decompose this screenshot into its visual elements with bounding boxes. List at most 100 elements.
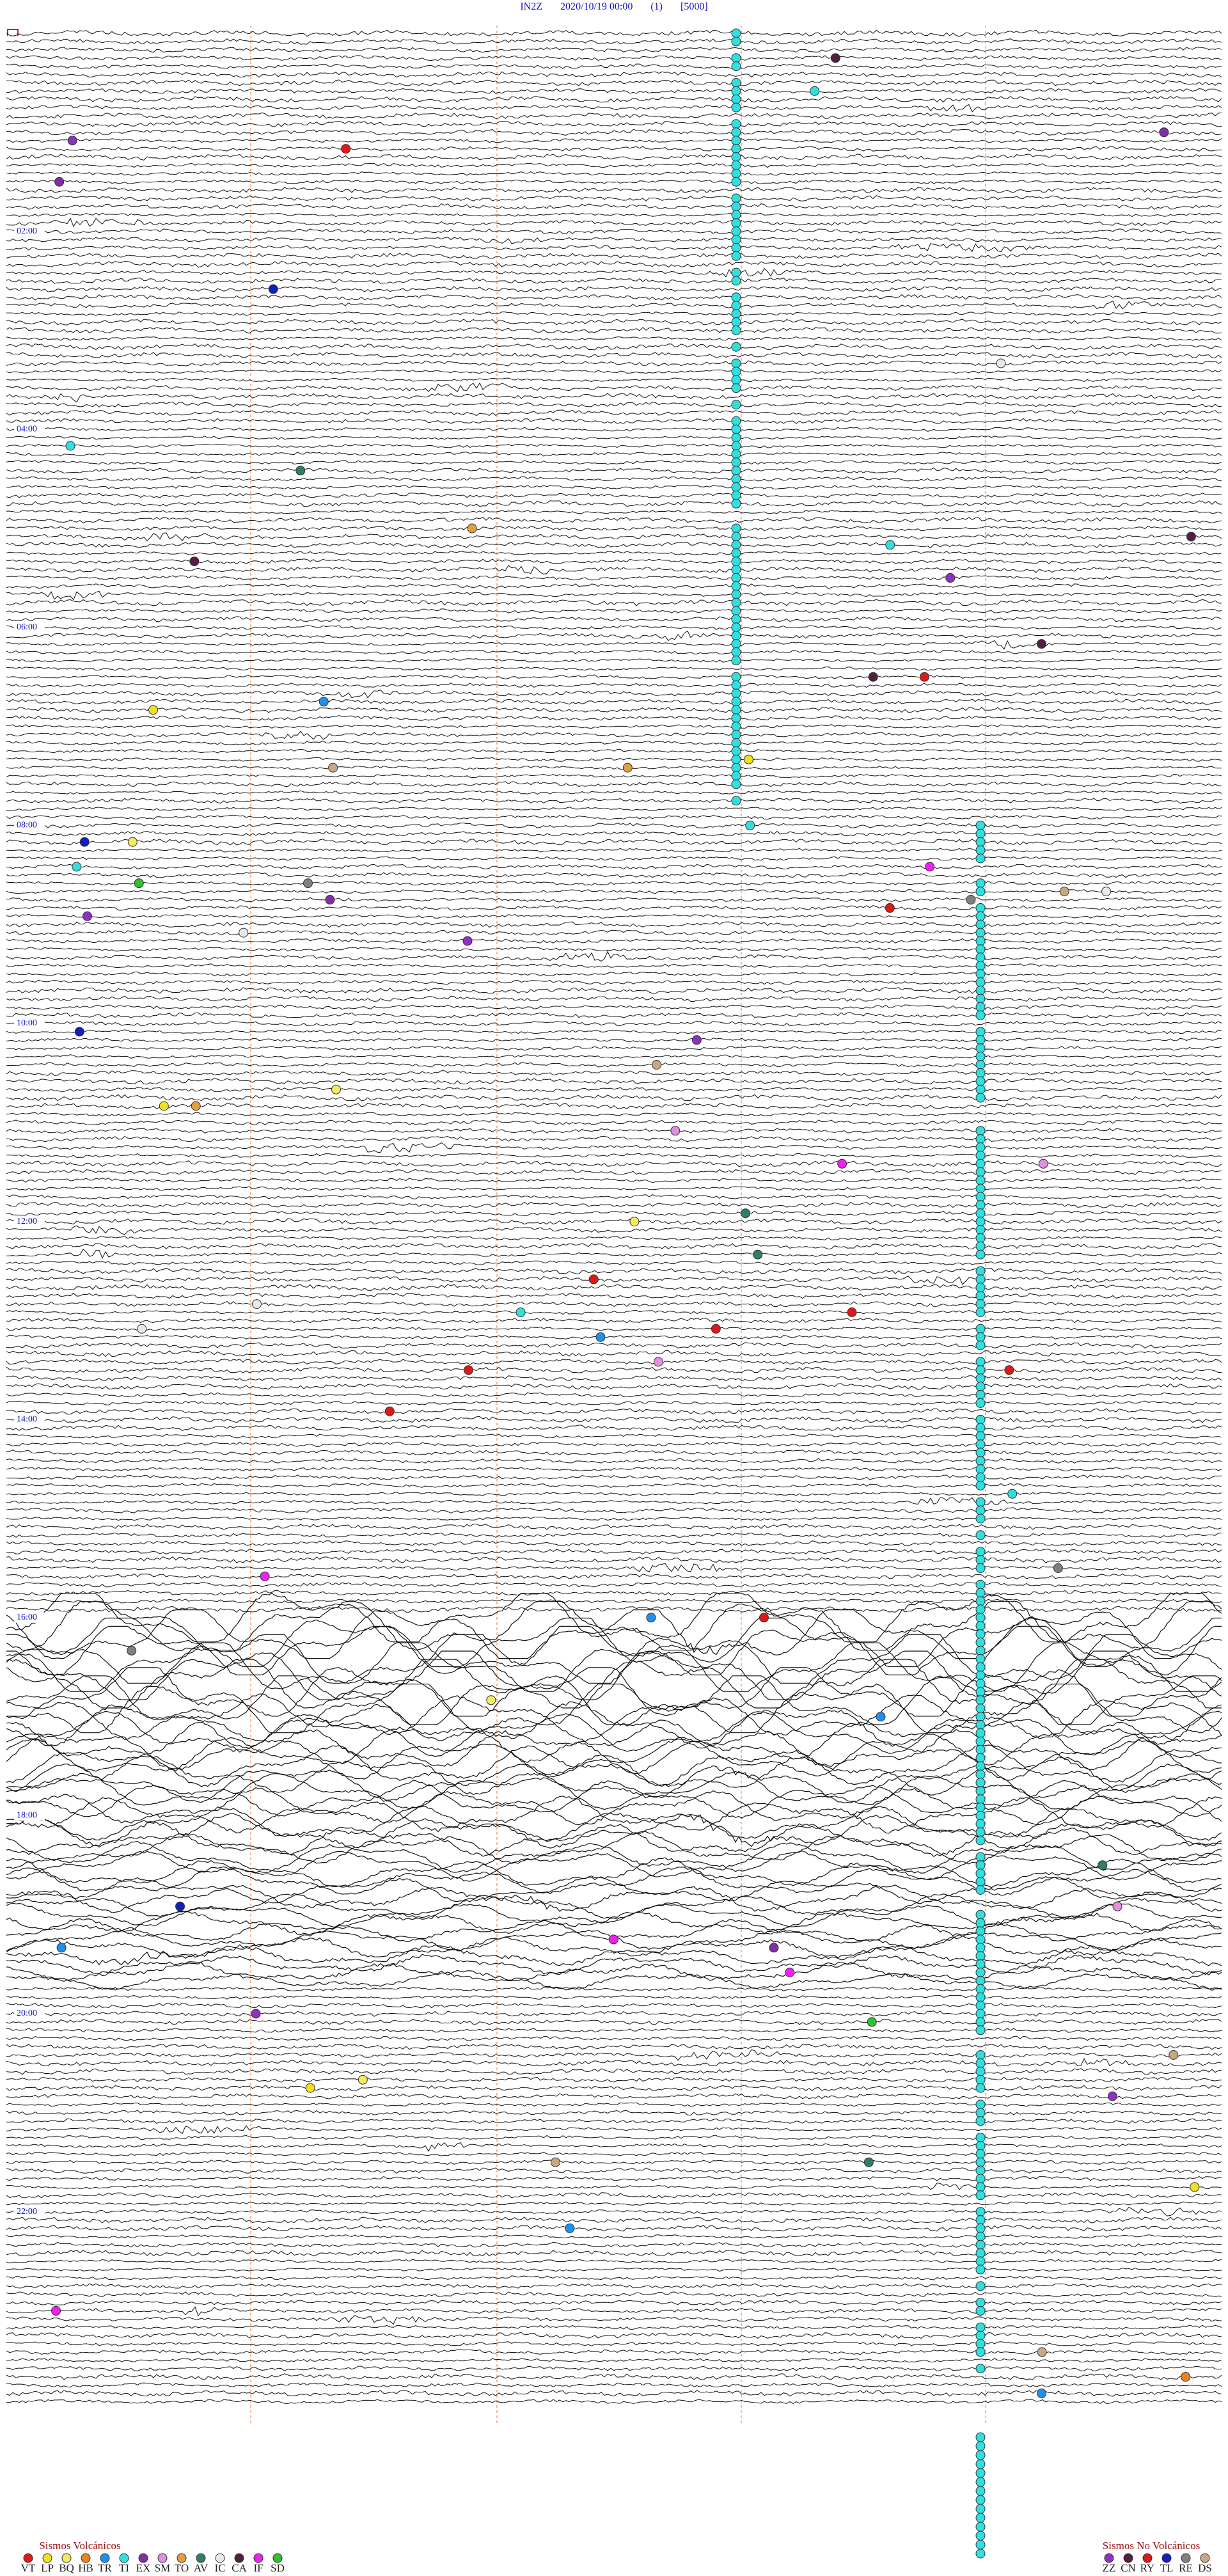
trace <box>6 1267 1222 1275</box>
trace <box>6 1875 1222 1904</box>
event-marker <box>731 754 741 764</box>
trace <box>6 2019 1222 2025</box>
event-marker <box>1007 1489 1018 1499</box>
legend-code: DS <box>1198 2562 1212 2574</box>
trace <box>6 2349 1222 2355</box>
legend-code: IF <box>253 2562 263 2574</box>
event-marker <box>731 94 741 104</box>
event-marker <box>1037 639 1047 649</box>
trace <box>6 1243 1222 1250</box>
trace <box>6 929 1222 936</box>
event-marker <box>1038 1158 1048 1169</box>
event-marker <box>975 2066 986 2076</box>
event-marker <box>975 2207 986 2217</box>
trace <box>6 1318 1222 1324</box>
event-marker <box>975 1654 986 1664</box>
trace <box>6 1771 1222 1811</box>
event-marker <box>731 383 741 393</box>
event-marker <box>975 2432 986 2442</box>
trace <box>6 995 1222 1002</box>
trace <box>6 1112 1222 1117</box>
trace <box>6 2259 1222 2264</box>
event-marker <box>516 1308 526 1317</box>
trace <box>6 1911 1222 1937</box>
event-marker <box>731 589 741 599</box>
trace <box>6 2043 1222 2050</box>
trace <box>6 1659 1222 1709</box>
trace <box>6 1326 1222 1331</box>
header: IN2Z 2020/10/19 00:00 (1) [5000] <box>0 1 1228 13</box>
event-marker <box>975 1869 986 1879</box>
event-marker <box>731 61 741 72</box>
bracket <box>7 29 19 36</box>
trace <box>6 814 1222 820</box>
event-marker <box>239 928 249 938</box>
event-marker <box>975 1150 986 1160</box>
event-marker <box>358 2074 368 2085</box>
event-marker <box>731 565 741 574</box>
trace <box>6 500 1222 507</box>
trace <box>6 1885 1222 1913</box>
event-marker <box>1037 2347 1047 2357</box>
event-marker <box>975 1308 986 1317</box>
event-marker <box>975 2281 986 2291</box>
legend-code: ZZ <box>1103 2562 1116 2574</box>
trace <box>6 237 1222 244</box>
trace <box>6 2216 1222 2224</box>
event-marker <box>975 1687 986 1697</box>
trace <box>6 327 1222 334</box>
event-marker <box>295 466 306 476</box>
time-label: 20:00 <box>17 2009 37 2018</box>
event-marker <box>731 498 741 509</box>
trace <box>6 1186 1222 1191</box>
trace <box>6 138 1222 143</box>
event-marker <box>652 1060 662 1070</box>
trace <box>6 319 1222 326</box>
event-marker <box>975 2157 986 2167</box>
event-marker <box>731 557 741 567</box>
trace <box>6 551 1222 556</box>
event-marker <box>1059 887 1069 897</box>
event-marker <box>588 1274 599 1284</box>
event-marker <box>975 1464 986 1474</box>
trace <box>6 590 1222 601</box>
trace <box>6 1831 1222 1865</box>
trace <box>6 856 1222 861</box>
legend-code: BQ <box>59 2562 74 2574</box>
trace <box>6 260 1222 268</box>
trace <box>6 2183 1222 2190</box>
trace <box>6 666 1222 671</box>
event-marker <box>975 2025 986 2035</box>
event-marker <box>975 1645 986 1655</box>
trace <box>6 278 1222 284</box>
event-marker <box>975 2174 986 2184</box>
event-marker <box>975 2182 986 2192</box>
event-marker <box>975 1769 986 1780</box>
event-marker <box>975 2058 986 2068</box>
trace <box>6 1483 1222 1489</box>
event-marker <box>731 301 741 311</box>
event-marker <box>975 2017 986 2027</box>
event-marker <box>975 1712 986 1722</box>
station: IN2Z <box>520 1 542 12</box>
event-marker <box>975 1728 986 1738</box>
event-marker <box>384 1406 395 1416</box>
event-marker <box>867 2017 877 2027</box>
event-marker <box>975 2477 986 2487</box>
trace <box>6 1102 1222 1110</box>
trace <box>6 1995 1222 2000</box>
trace <box>6 640 1222 650</box>
legend-dot <box>119 2553 129 2563</box>
legend-dot <box>177 2553 187 2563</box>
event-marker <box>925 862 935 872</box>
trace <box>6 55 1222 61</box>
trace <box>6 2234 1222 2239</box>
event-marker <box>731 342 741 352</box>
trace <box>6 1392 1222 1398</box>
trace <box>6 921 1222 928</box>
event-marker <box>975 1744 986 1755</box>
event-marker <box>975 2495 986 2505</box>
event-marker <box>731 292 741 303</box>
event-marker <box>731 647 741 657</box>
